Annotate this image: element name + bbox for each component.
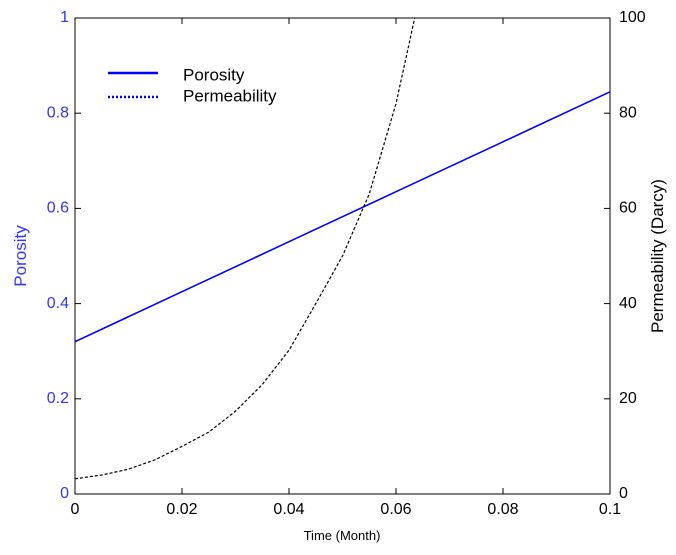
y-axis-left-title: Porosity — [11, 225, 30, 287]
y-right-tick-label: 100 — [619, 9, 646, 26]
y-right-tick-label: 80 — [619, 104, 637, 121]
y-right-tick-label: 0 — [619, 485, 628, 502]
y-left-tick-label: 0.2 — [47, 390, 69, 407]
porosity-line — [74, 91, 611, 343]
y-left-tick-label: 1 — [60, 9, 69, 26]
x-tick-label: 0.02 — [166, 501, 197, 518]
x-tick-label: 0.06 — [380, 501, 411, 518]
x-tick-label: 0.04 — [273, 501, 304, 518]
y-left-tick-label: 0 — [60, 485, 69, 502]
permeability-line — [74, 17, 416, 480]
y-axis-right-title: Permeability (Darcy) — [648, 179, 667, 333]
y-left-tick-label: 0.8 — [47, 104, 69, 121]
y-left-tick-label: 0.6 — [47, 200, 69, 217]
x-tick-label: 0 — [71, 501, 80, 518]
x-tick-label: 0.08 — [487, 501, 518, 518]
y-left-tick-label: 0.4 — [47, 295, 69, 312]
y-right-tick-label: 20 — [619, 390, 637, 407]
legend: Porosity Permeability — [108, 65, 277, 105]
x-axis-title: Time (Month) — [304, 528, 381, 543]
y-right-tick-label: 40 — [619, 295, 637, 312]
y-right-tick-label: 60 — [619, 200, 637, 217]
x-tick-label: 0.1 — [599, 501, 621, 518]
legend-permeability-label: Permeability — [183, 86, 277, 105]
legend-porosity-label: Porosity — [183, 65, 245, 84]
